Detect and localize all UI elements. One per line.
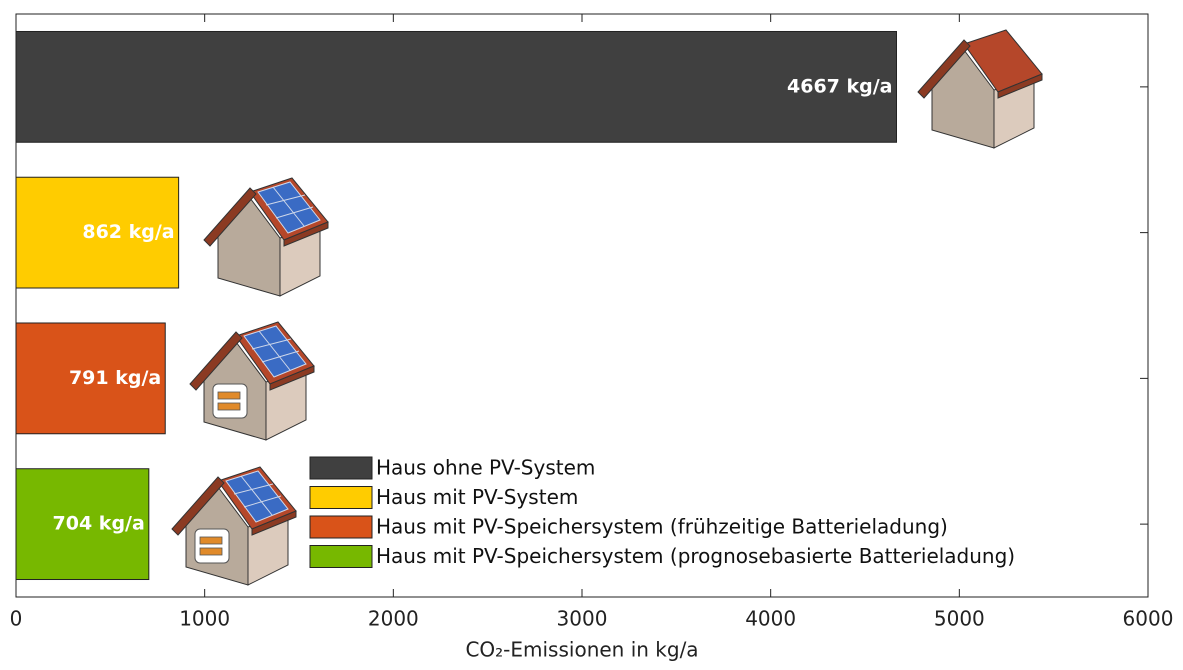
legend-label: Haus mit PV-Speichersystem (frühzeitige … xyxy=(376,515,948,539)
bar xyxy=(16,31,897,142)
x-axis-title: CO₂-Emissionen in kg/a xyxy=(465,638,698,662)
page: {"chart_data": { "type": "barh", "catego… xyxy=(0,0,1183,670)
x-tick-label: 0 xyxy=(10,607,23,631)
value-label: 4667 kg/a xyxy=(787,75,893,97)
legend-swatch xyxy=(310,487,372,509)
legend-label: Haus mit PV-Speichersystem (prognosebasi… xyxy=(376,544,1015,568)
x-tick-label: 2000 xyxy=(368,607,419,631)
legend-swatch xyxy=(310,516,372,538)
legend-label: Haus mit PV-System xyxy=(376,485,578,509)
legend-swatch xyxy=(310,546,372,568)
value-label: 704 kg/a xyxy=(53,513,145,535)
x-tick-label: 4000 xyxy=(745,607,796,631)
value-label: 791 kg/a xyxy=(69,367,161,389)
x-tick-label: 5000 xyxy=(934,607,985,631)
chart: CO₂-Emissionen in kg/a 0 1000 2000 3000 4000… xyxy=(0,0,1183,666)
x-tick-label: 1000 xyxy=(179,607,230,631)
house-icon xyxy=(918,30,1042,148)
value-label: 862 kg/a xyxy=(82,221,174,243)
legend-swatch xyxy=(310,457,372,479)
house-icon xyxy=(190,322,314,440)
legend-label: Haus ohne PV-System xyxy=(376,456,595,480)
x-tick-label: 6000 xyxy=(1123,607,1174,631)
house-icon xyxy=(204,178,328,296)
x-tick-label: 3000 xyxy=(557,607,608,631)
house-icon xyxy=(172,467,296,585)
